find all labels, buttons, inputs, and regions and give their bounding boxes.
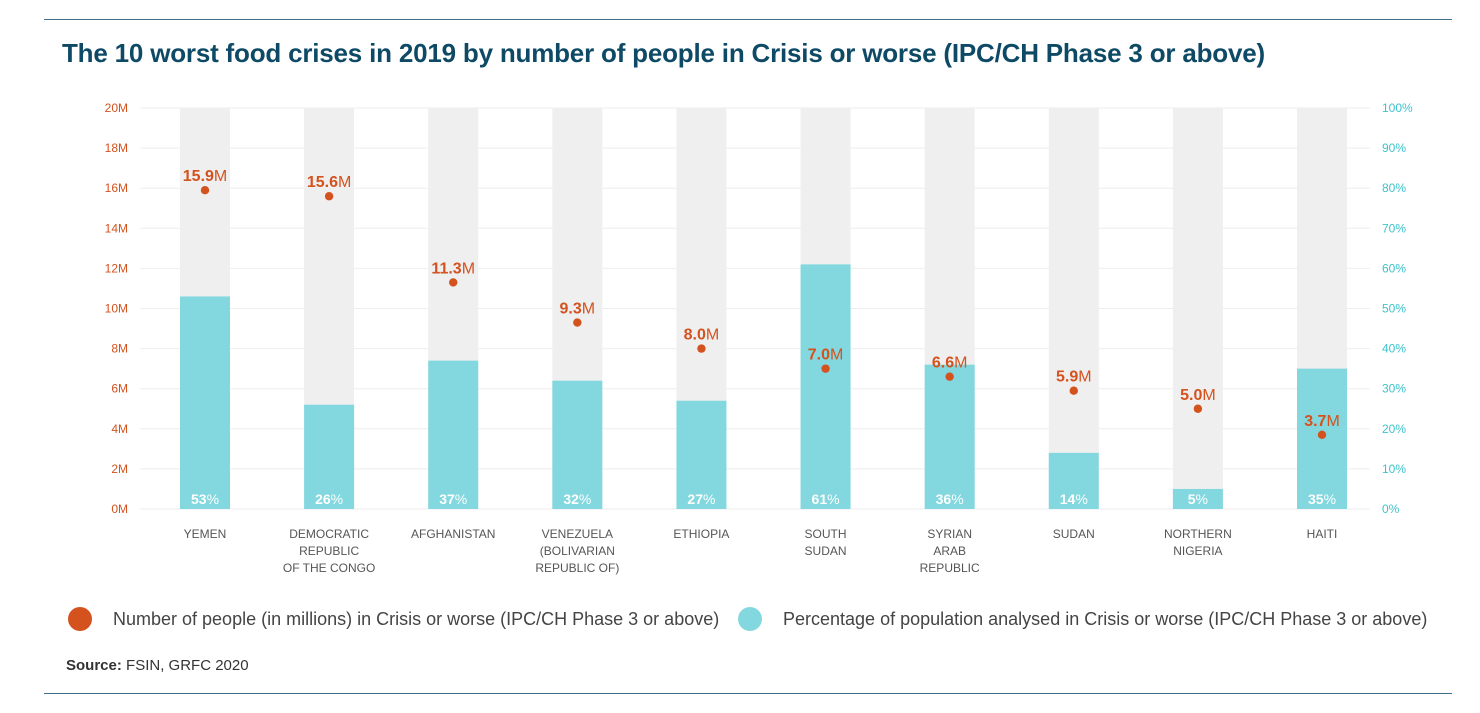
left-axis-tick-label: 18M xyxy=(105,141,128,155)
left-axis-tick-label: 20M xyxy=(105,101,128,115)
percentage-bar xyxy=(1172,488,1223,509)
category-label: AFGHANISTAN xyxy=(411,527,495,541)
category-label: HAITI xyxy=(1307,527,1338,541)
left-axis-tick-label: 6M xyxy=(111,382,128,396)
percentage-data-label: 32% xyxy=(563,491,591,507)
people-point xyxy=(945,372,954,381)
percentage-data-label: 61% xyxy=(812,491,840,507)
category-label: YEMEN xyxy=(184,527,227,541)
people-data-label: 8.0M xyxy=(684,327,720,344)
legend-label-people: Number of people (in millions) in Crisis… xyxy=(113,608,720,629)
right-axis-tick-label: 40% xyxy=(1382,342,1406,356)
bar-track xyxy=(1048,108,1099,509)
category-label: NORTHERN NIGERIA xyxy=(1164,527,1232,558)
people-data-label: 15.6M xyxy=(307,174,351,191)
legend-label-percentage: Percentage of population analysed in Cri… xyxy=(783,608,1428,629)
people-point xyxy=(573,318,582,327)
percentage-bar xyxy=(1048,452,1099,509)
percentage-data-label: 5% xyxy=(1188,491,1208,507)
right-axis-tick-label: 10% xyxy=(1382,462,1406,476)
right-axis-tick-label: 90% xyxy=(1382,141,1406,155)
people-point xyxy=(200,186,210,195)
people-data-label: 3.7M xyxy=(1304,413,1340,430)
percentage-bar xyxy=(304,404,355,509)
legend-item-people: Number of people (in millions) in Crisis… xyxy=(68,604,719,634)
right-axis-tick-label: 30% xyxy=(1382,382,1406,396)
left-axis-tick-label: 0M xyxy=(111,502,128,516)
percentage-data-label: 35% xyxy=(1308,491,1336,507)
percentage-bar xyxy=(800,264,851,509)
percentage-data-label: 26% xyxy=(315,491,343,507)
category-label: SYRIAN ARAB REPUBLIC xyxy=(920,527,980,575)
category-label: SUDAN xyxy=(1053,527,1095,541)
percentage-data-label: 36% xyxy=(936,491,964,507)
percentage-bar xyxy=(180,296,230,509)
percentage-bar xyxy=(676,400,727,509)
source-note: Source: FSIN, GRFC 2020 xyxy=(66,657,249,674)
people-data-label: 7.0M xyxy=(808,347,844,364)
people-point xyxy=(697,344,706,353)
top-rule xyxy=(44,19,1452,20)
percentage-data-label: 27% xyxy=(687,491,715,507)
people-point xyxy=(449,278,458,287)
people-point xyxy=(1317,430,1327,440)
people-point xyxy=(1193,404,1203,413)
people-point xyxy=(1069,386,1078,395)
category-label: ETHIOPIA xyxy=(673,527,729,541)
category-label: VENEZUELA (BOLIVARIAN REPUBLIC OF) xyxy=(535,527,619,575)
people-point xyxy=(324,192,334,201)
left-axis-tick-label: 4M xyxy=(111,422,128,436)
source-text: FSIN, GRFC 2020 xyxy=(126,657,249,674)
left-axis-tick-label: 8M xyxy=(111,342,128,356)
chart-title: The 10 worst food crises in 2019 by numb… xyxy=(62,38,1265,68)
left-axis-tick-label: 14M xyxy=(105,221,128,235)
people-data-label: 15.9M xyxy=(183,168,227,185)
right-axis-tick-label: 50% xyxy=(1382,302,1406,316)
right-axis-tick-label: 60% xyxy=(1382,261,1406,275)
legend-item-percentage: Percentage of population analysed in Cri… xyxy=(738,604,1427,634)
people-point xyxy=(821,364,830,373)
right-axis-tick-label: 0% xyxy=(1382,502,1400,516)
percentage-bar xyxy=(428,360,479,509)
legend-dot-percentage xyxy=(738,607,762,631)
category-label: DEMOCRATIC REPUBLIC OF THE CONGO xyxy=(283,527,375,575)
right-axis-tick-label: 70% xyxy=(1382,221,1406,235)
bar-track xyxy=(1172,108,1223,509)
category-label: SOUTH SUDAN xyxy=(805,527,847,558)
source-label: Source: xyxy=(66,657,122,674)
percentage-bar xyxy=(924,364,975,509)
right-axis-tick-label: 80% xyxy=(1382,181,1406,195)
left-axis-tick-label: 12M xyxy=(105,261,128,275)
food-crises-chart: 0M 2M 4M 6M 8M 10M 12M 14M 16M 18M 20M 0% 10% 20% 30% 4… xyxy=(105,101,1413,575)
people-data-label: 9.3M xyxy=(560,301,596,318)
right-axis-tick-label: 100% xyxy=(1382,101,1413,115)
people-data-label: 5.9M xyxy=(1056,369,1092,386)
left-axis-tick-label: 10M xyxy=(105,302,128,316)
percentage-data-label: 37% xyxy=(439,491,467,507)
people-data-label: 11.3M xyxy=(431,260,475,277)
right-axis-tick-label: 20% xyxy=(1382,422,1406,436)
percentage-data-label: 14% xyxy=(1060,491,1088,507)
percentage-bar xyxy=(552,380,603,509)
left-axis-tick-label: 16M xyxy=(105,181,128,195)
percentage-data-label: 53% xyxy=(191,491,219,507)
people-data-label: 5.0M xyxy=(1180,387,1216,404)
legend-dot-people xyxy=(68,607,92,631)
bottom-rule xyxy=(44,693,1452,694)
left-axis-tick-label: 2M xyxy=(111,462,128,476)
people-data-label: 6.6M xyxy=(932,355,968,372)
